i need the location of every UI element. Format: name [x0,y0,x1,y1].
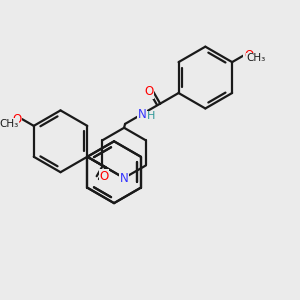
Text: O: O [244,49,253,62]
Text: H: H [147,111,156,121]
Text: O: O [99,170,108,183]
Text: N: N [137,108,146,121]
Text: N: N [120,172,128,184]
Text: CH₃: CH₃ [0,119,18,129]
Text: O: O [144,85,153,98]
Text: O: O [13,112,22,126]
Text: CH₃: CH₃ [247,53,266,63]
